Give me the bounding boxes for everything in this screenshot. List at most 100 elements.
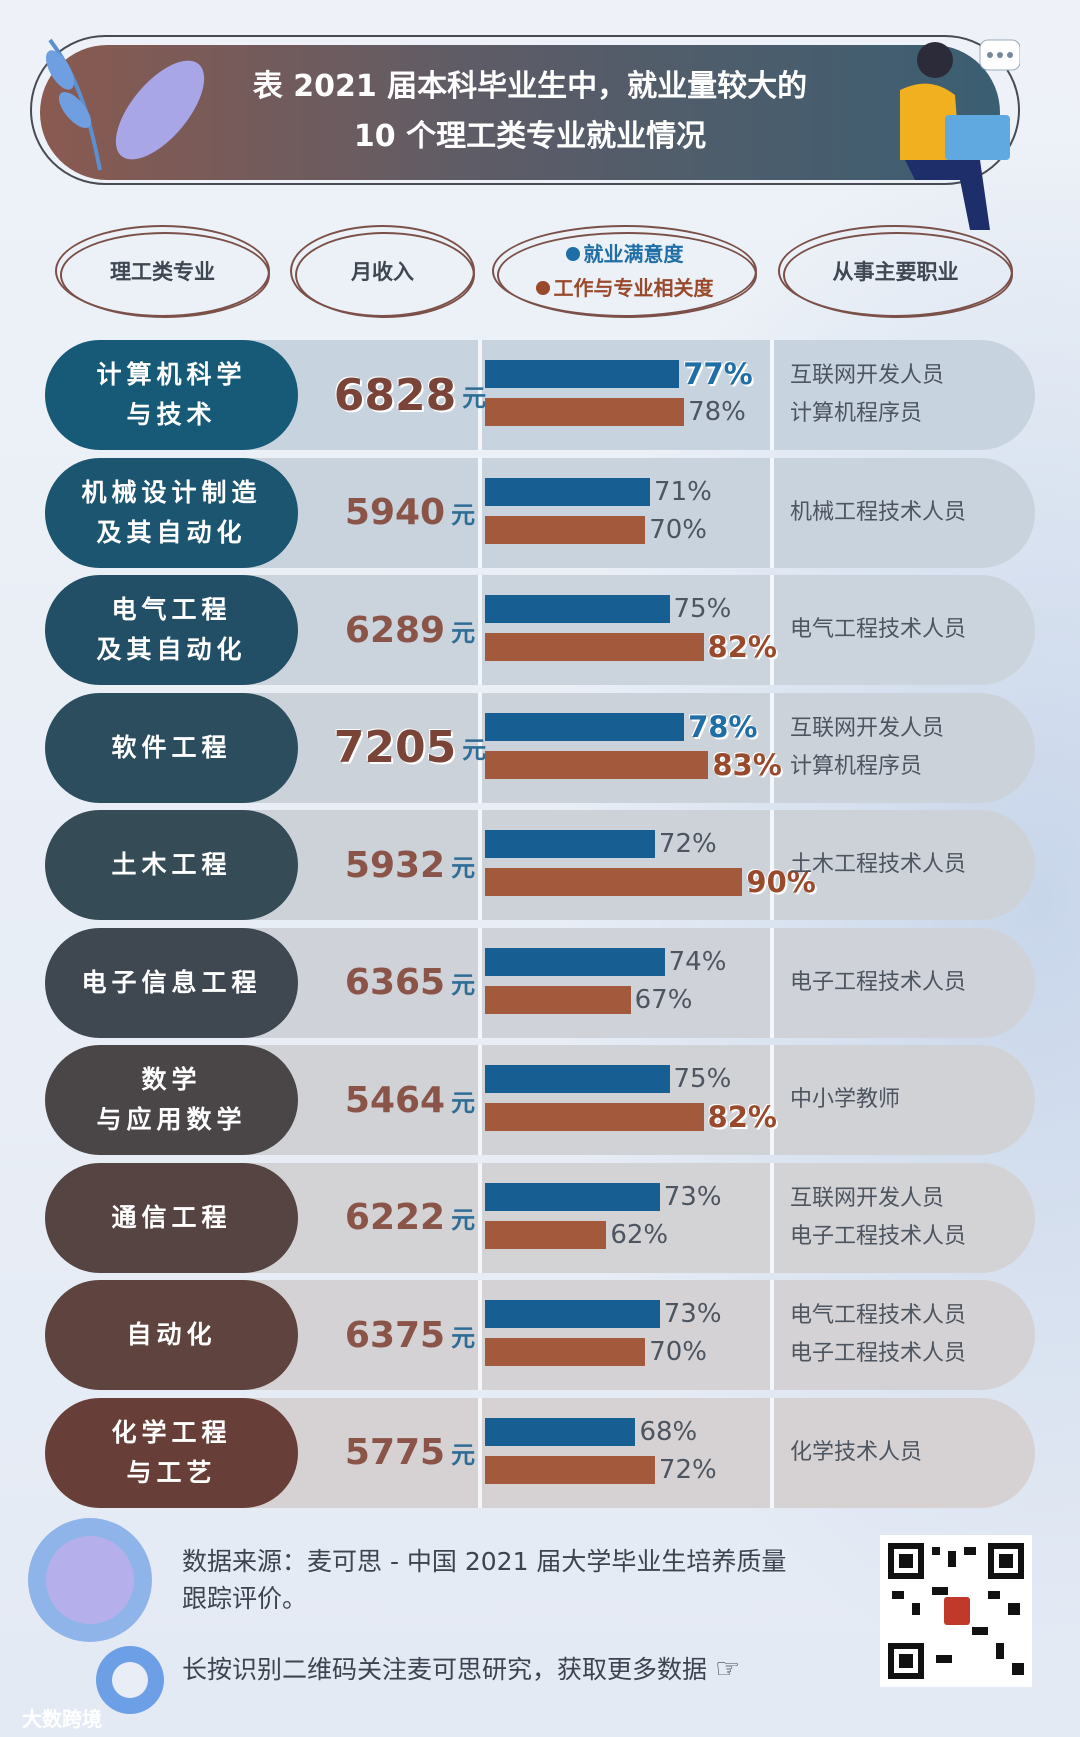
satisfaction-bar bbox=[485, 1300, 660, 1328]
income-unit: 元 bbox=[451, 971, 476, 999]
main-occupations: 互联网开发人员 电子工程技术人员 bbox=[790, 1163, 1030, 1273]
row-background bbox=[245, 340, 1035, 450]
relevance-bar bbox=[485, 633, 704, 661]
occupation-line-1: 电气工程技术人员 bbox=[790, 1303, 967, 1328]
row-background bbox=[245, 457, 1035, 568]
satisfaction-bar bbox=[485, 1065, 670, 1093]
occupation-line-1: 机械工程技术人员 bbox=[790, 499, 967, 525]
occupation-line-2: 电子工程技术人员 bbox=[790, 1341, 967, 1366]
occupation-line-1: 电气工程技术人员 bbox=[790, 617, 967, 642]
column-divider bbox=[478, 692, 482, 803]
column-divider bbox=[478, 1045, 482, 1155]
qr-call-to-action: 长按识别二维码关注麦可思研究，获取更多数据 ☞ bbox=[182, 1650, 740, 1688]
column-divider bbox=[478, 575, 482, 685]
occupation-line-1: 互联网开发人员 bbox=[790, 363, 945, 388]
relevance-label: 90% bbox=[746, 865, 816, 899]
row-background bbox=[245, 927, 1035, 1038]
major-name: 自动化 bbox=[45, 1280, 298, 1390]
satisfaction-bar bbox=[485, 947, 665, 976]
satisfaction-bar bbox=[485, 830, 655, 858]
relevance-bar bbox=[485, 750, 709, 779]
major-name: 数学 与应用数学 bbox=[45, 1045, 298, 1155]
relevance-label: 70% bbox=[649, 514, 707, 545]
major-name: 机械设计制造 及其自动化 bbox=[45, 457, 298, 568]
monthly-income: 5464 元 bbox=[305, 1045, 515, 1155]
major-name: 化学工程 与工艺 bbox=[45, 1397, 298, 1508]
major-name-line-1: 土木工程 bbox=[111, 850, 232, 879]
table-row: 电子信息工程 6365 元 74% 67% 电子工程技术人员 bbox=[45, 927, 1035, 1038]
column-divider bbox=[478, 810, 482, 920]
main-occupations: 土木工程技术人员 bbox=[790, 810, 1030, 920]
row-background bbox=[245, 575, 1035, 685]
table-row: 机械设计制造 及其自动化 5940 元 71% 70% 机械工程技术人员 bbox=[45, 457, 1035, 568]
major-name-line-1: 电子信息工程 bbox=[81, 967, 262, 997]
data-source-line-2: 跟踪评价。 bbox=[182, 1584, 308, 1613]
relevance-label: 67% bbox=[634, 984, 693, 1015]
major-name-line-1: 通信工程 bbox=[111, 1202, 232, 1232]
table-row: 数学 与应用数学 5464 元 75% 82% 中小学教师 bbox=[45, 1045, 1035, 1155]
main-occupations: 电子工程技术人员 bbox=[790, 928, 1030, 1038]
income-unit: 元 bbox=[451, 501, 476, 529]
table-row: 通信工程 6222 元 73% 62% 互联网开发人员 电子工程技术人员 bbox=[45, 1162, 1035, 1273]
data-source-line-1: 数据来源：麦可思 - 中国 2021 届大学毕业生培养质量 bbox=[182, 1547, 787, 1576]
relevance-label: 70% bbox=[649, 1337, 707, 1367]
occupation-line-1: 中小学教师 bbox=[790, 1087, 901, 1112]
satisfaction-bar bbox=[485, 595, 670, 623]
title-line-1: 表 2021 届本科毕业生中，就业量较大的 bbox=[252, 69, 808, 104]
column-divider bbox=[770, 340, 774, 450]
pointing-hand-icon: ☞ bbox=[714, 1652, 741, 1685]
satisfaction-label: 73% bbox=[663, 1299, 722, 1329]
main-occupations: 电气工程技术人员 bbox=[790, 575, 1030, 685]
major-name-line-2: 与工艺 bbox=[126, 1457, 217, 1487]
satisfaction-label: 75% bbox=[673, 1064, 732, 1094]
data-source: 数据来源：麦可思 - 中国 2021 届大学毕业生培养质量 跟踪评价。 bbox=[182, 1543, 786, 1617]
occupation-line-2: 计算机程序员 bbox=[790, 401, 923, 426]
relevance-label: 72% bbox=[658, 1454, 717, 1485]
major-name: 软件工程 bbox=[45, 692, 298, 803]
column-divider bbox=[770, 927, 774, 1038]
satisfaction-label: 73% bbox=[663, 1181, 722, 1212]
major-name-line-2: 及其自动化 bbox=[96, 635, 247, 664]
monthly-income: 5775 元 bbox=[305, 1398, 515, 1508]
occupation-line-1: 电子工程技术人员 bbox=[790, 969, 967, 995]
occupation-line-1: 土木工程技术人员 bbox=[790, 852, 967, 877]
income-value: 5775 bbox=[344, 1432, 446, 1473]
major-name-line-1: 软件工程 bbox=[111, 732, 232, 762]
major-name-line-1: 自动化 bbox=[126, 1320, 217, 1349]
income-unit: 元 bbox=[451, 1441, 476, 1469]
relevance-bar bbox=[485, 1338, 646, 1366]
occupation-line-2: 电子工程技术人员 bbox=[790, 1223, 967, 1249]
monthly-income: 7205 元 bbox=[305, 693, 515, 803]
relevance-label: 83% bbox=[712, 747, 782, 782]
income-unit: 元 bbox=[451, 1088, 476, 1117]
income-value: 6365 bbox=[344, 962, 446, 1003]
monthly-income: 6289 元 bbox=[305, 575, 515, 685]
relevance-label: 82% bbox=[707, 1100, 777, 1134]
column-divider bbox=[770, 1162, 774, 1273]
table-row: 化学工程 与工艺 5775 元 68% 72% 化学技术人员 bbox=[45, 1397, 1035, 1508]
row-background bbox=[245, 1280, 1035, 1390]
row-background bbox=[245, 810, 1035, 920]
income-unit: 元 bbox=[451, 1206, 476, 1234]
income-value: 6289 bbox=[344, 609, 446, 651]
row-background bbox=[245, 1397, 1035, 1508]
header-income-ring bbox=[295, 232, 475, 318]
column-divider bbox=[770, 575, 774, 685]
occupation-line-1: 化学技术人员 bbox=[790, 1439, 923, 1465]
main-occupations: 中小学教师 bbox=[790, 1045, 1030, 1155]
brand-watermark-text: 大数跨境 bbox=[22, 1707, 102, 1731]
row-background bbox=[245, 1162, 1035, 1273]
column-divider bbox=[770, 810, 774, 920]
table-row: 自动化 6375 元 73% 70% 电气工程技术人员 电子工程技术人员 bbox=[45, 1280, 1035, 1390]
table-row: 电气工程 及其自动化 6289 元 75% 82% 电气工程技术人员 bbox=[45, 575, 1035, 685]
relevance-bar bbox=[485, 1220, 607, 1249]
header-major-ring bbox=[60, 232, 270, 318]
income-value: 7205 bbox=[333, 722, 457, 773]
major-name: 电子信息工程 bbox=[45, 927, 298, 1038]
qr-code[interactable] bbox=[880, 1535, 1032, 1687]
relevance-bar bbox=[485, 1455, 655, 1484]
major-name: 电气工程 及其自动化 bbox=[45, 575, 298, 685]
qr-call-to-action-text: 长按识别二维码关注麦可思研究，获取更多数据 bbox=[182, 1655, 708, 1684]
satisfaction-bar bbox=[485, 712, 685, 741]
title-banner-ring bbox=[30, 35, 1020, 185]
